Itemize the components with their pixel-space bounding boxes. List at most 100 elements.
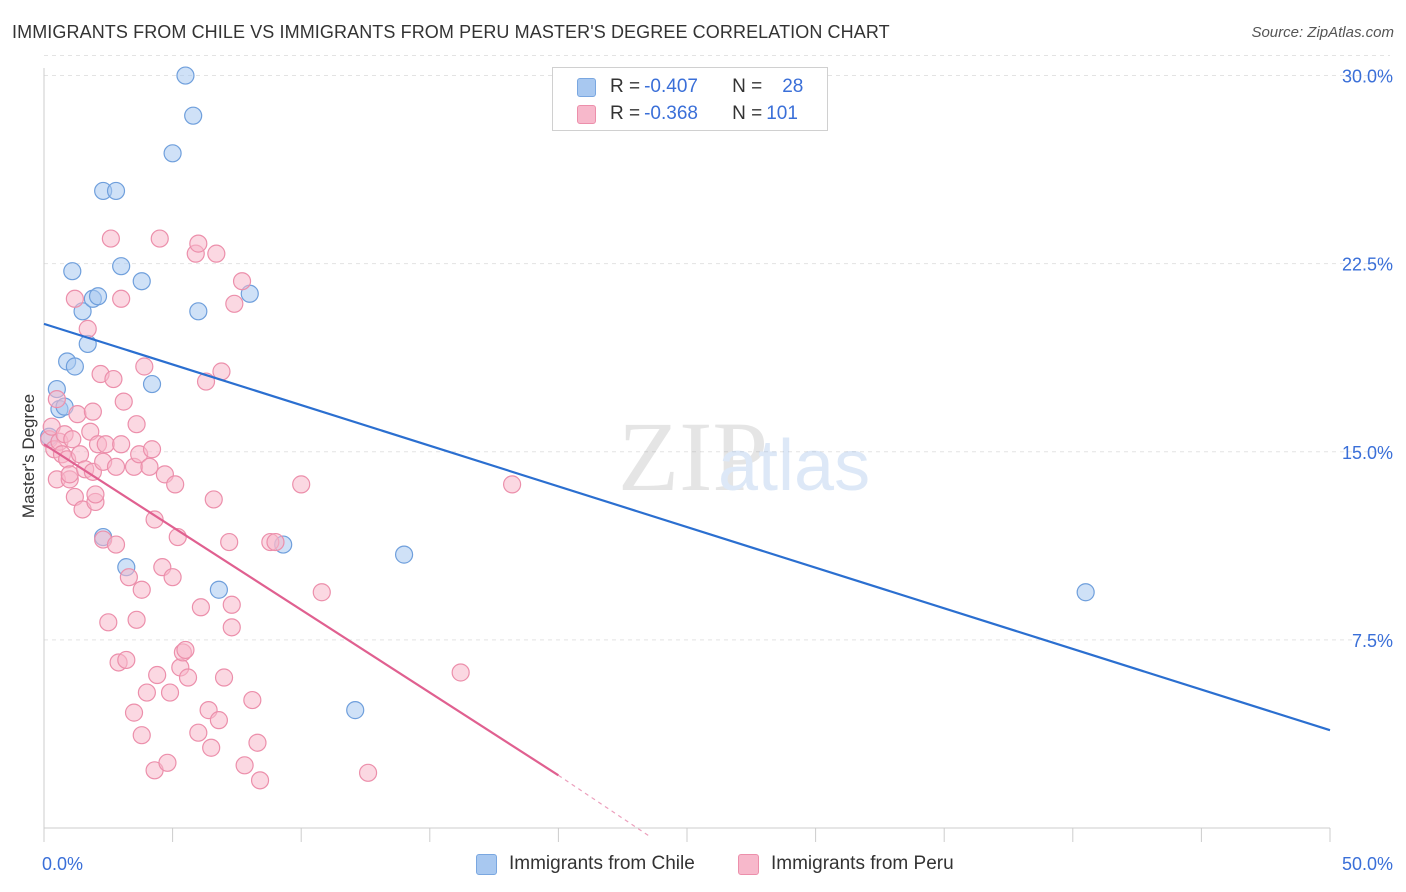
chile-point xyxy=(106,181,126,201)
legend-n-label: N = xyxy=(732,103,763,124)
peru-point xyxy=(176,640,195,660)
peru-point xyxy=(140,457,159,476)
peru-point xyxy=(178,668,198,687)
legend-label-chile: Immigrants from Chile xyxy=(509,853,695,874)
legend-r-value-chile: -0.407 xyxy=(644,76,698,97)
chile-trend-line xyxy=(43,322,1331,732)
peru-point xyxy=(145,510,164,529)
source-label: Source: ZipAtlas.com xyxy=(1251,24,1394,41)
peru-point xyxy=(503,475,522,494)
trend-lines xyxy=(43,322,1331,837)
gridlines xyxy=(44,55,1390,641)
peru-point xyxy=(243,690,262,710)
peru-point xyxy=(60,465,79,484)
peru-point xyxy=(158,753,177,772)
peru-point xyxy=(86,485,105,504)
peru-point xyxy=(163,568,182,587)
peru-point xyxy=(189,723,208,742)
peru-point xyxy=(104,369,123,389)
chile-point xyxy=(65,357,84,376)
correlation-legend: R = -0.407 N = 28 R = -0.368 N = 101 xyxy=(552,67,828,131)
chile-point xyxy=(142,374,162,394)
peru-point xyxy=(112,435,131,454)
peru-point xyxy=(106,535,126,554)
peru-point xyxy=(204,490,223,509)
chile-point xyxy=(112,257,131,276)
legend-label-peru: Immigrants from Peru xyxy=(771,853,954,874)
x-tick-label: 0.0% xyxy=(42,854,83,874)
chile-point xyxy=(163,144,182,163)
chile-point xyxy=(88,287,108,306)
chile-point xyxy=(346,701,365,720)
peru-point xyxy=(220,532,239,552)
y-axis-label: Master's Degree xyxy=(19,394,38,518)
peru-point xyxy=(189,234,208,253)
peru-point xyxy=(191,598,210,617)
peru-point xyxy=(312,583,331,602)
legend-r-label: R = xyxy=(610,103,641,124)
peru-point xyxy=(83,402,102,421)
y-tick-label: 7.5% xyxy=(1352,631,1393,651)
x-tick-label: 50.0% xyxy=(1342,854,1393,874)
peru-point xyxy=(101,229,120,248)
peru-point xyxy=(96,435,115,454)
chile-point xyxy=(394,545,414,564)
legend-swatch-chile xyxy=(577,77,596,97)
y-tick-label: 22.5% xyxy=(1342,255,1393,275)
peru-point xyxy=(106,457,126,476)
peru-point xyxy=(119,568,138,587)
peru-point xyxy=(292,475,311,494)
chile-point xyxy=(184,106,203,125)
peru-point xyxy=(114,392,133,411)
legend-swatch-chile xyxy=(476,853,497,875)
peru-point xyxy=(202,738,221,757)
peru-trend-line xyxy=(43,443,559,777)
axes xyxy=(43,68,1331,842)
peru-point xyxy=(248,733,267,752)
peru-point xyxy=(148,665,167,685)
peru-point xyxy=(124,703,144,722)
peru-point xyxy=(137,683,156,702)
y-tick-label: 15.0% xyxy=(1342,443,1393,463)
legend-swatch-peru xyxy=(577,104,596,124)
chart-title: IMMIGRANTS FROM CHILE VS IMMIGRANTS FROM… xyxy=(12,22,890,42)
peru-point xyxy=(142,440,162,459)
peru-point xyxy=(209,711,228,730)
peru-point xyxy=(166,475,185,494)
peru-point xyxy=(235,756,254,775)
legend-swatch-peru xyxy=(738,853,759,875)
legend-r-value-peru: -0.368 xyxy=(644,103,698,124)
peru-point xyxy=(70,445,90,464)
peru-point xyxy=(47,390,66,409)
peru-point xyxy=(451,663,470,682)
legend-row-peru: R = -0.368 N = 101 xyxy=(577,101,798,127)
peru-point xyxy=(150,229,169,248)
legend-n-value-peru: 101 xyxy=(766,103,798,124)
tick-labels: 7.5% 15.0% 22.5% 30.0% 0.0% 50.0% xyxy=(42,67,1393,874)
peru-trend-line-extension xyxy=(558,774,649,837)
peru-point xyxy=(127,415,146,434)
peru-point xyxy=(68,405,87,424)
chile-point xyxy=(209,580,228,599)
watermark-atlas: atlas xyxy=(718,426,870,506)
data-points xyxy=(40,66,1095,790)
chile-point xyxy=(176,66,195,85)
chile-point xyxy=(132,272,151,291)
chile-point xyxy=(63,262,82,281)
legend-row-chile: R = -0.407 N = 28 xyxy=(577,74,803,100)
peru-point xyxy=(63,430,82,449)
watermark: ZIP atlas xyxy=(618,401,870,512)
peru-point xyxy=(225,294,244,313)
chile-point xyxy=(1076,583,1095,602)
chile-point xyxy=(189,302,208,321)
peru-point xyxy=(222,595,241,614)
bottom-legend-chile: Immigrants from Chile xyxy=(476,850,695,878)
peru-point xyxy=(214,668,234,687)
legend-r-label: R = xyxy=(610,76,641,97)
legend-n-value-chile: 28 xyxy=(782,76,804,97)
peru-point xyxy=(99,613,118,632)
peru-point xyxy=(222,618,241,637)
peru-point xyxy=(232,272,252,291)
peru-point xyxy=(135,357,154,376)
